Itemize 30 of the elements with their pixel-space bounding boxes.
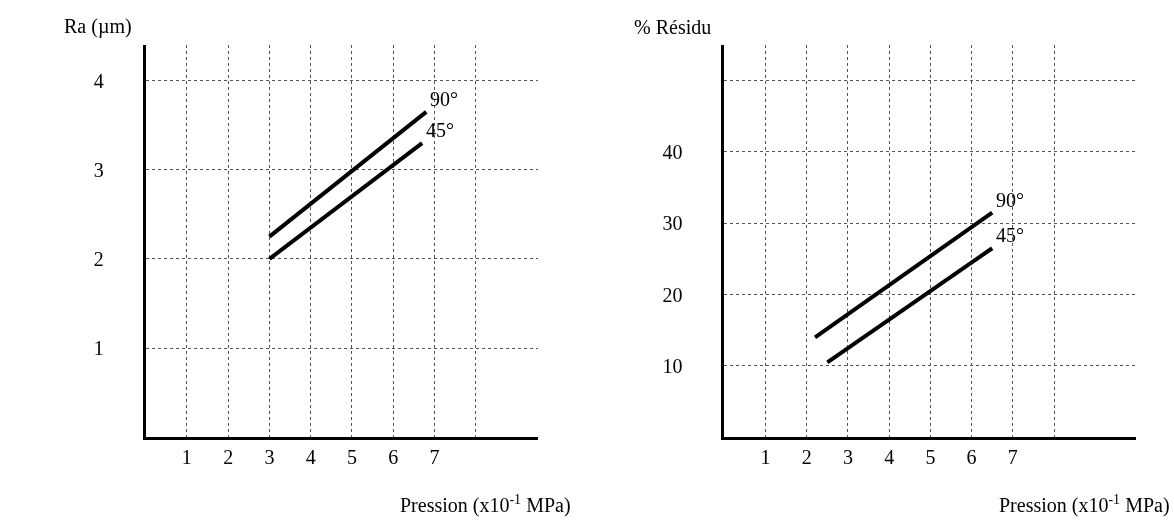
x-tick-label: 1 <box>181 445 192 468</box>
y-axis-title: Ra (µm) <box>64 15 132 38</box>
y-tick-label: 2 <box>93 247 104 270</box>
y-tick-label: 30 <box>662 212 683 235</box>
series-label: 45° <box>426 119 454 141</box>
y-tick-label: 20 <box>662 283 683 306</box>
series-label: 90° <box>430 88 458 110</box>
x-tick-label: 6 <box>966 445 977 468</box>
series-label: 45° <box>996 224 1024 246</box>
y-tick-label: 3 <box>93 158 104 181</box>
x-tick-label: 3 <box>264 445 275 468</box>
y-tick-label: 1 <box>93 337 104 360</box>
x-axis-title: Pression (x10$^{-1}$ MPa) <box>999 492 1170 518</box>
x-tick-label: 4 <box>305 445 316 468</box>
y-tick-label: 4 <box>93 69 104 92</box>
x-tick-label: 7 <box>429 445 440 468</box>
x-axis-title: Pression (x10$^{-1}$ MPa) <box>400 492 571 518</box>
x-tick-label: 5 <box>346 445 357 468</box>
x-tick-label: 5 <box>925 445 936 468</box>
y-tick-label: 40 <box>662 140 683 163</box>
x-tick-label: 7 <box>1007 445 1018 468</box>
x-tick-label: 2 <box>801 445 812 468</box>
x-tick-label: 2 <box>223 445 234 468</box>
x-tick-label: 4 <box>884 445 895 468</box>
x-tick-label: 1 <box>760 445 771 468</box>
x-tick-label: 3 <box>842 445 853 468</box>
y-axis-title: % Résidu <box>634 16 712 38</box>
y-tick-label: 10 <box>662 354 683 377</box>
series-label: 90° <box>996 189 1024 211</box>
x-tick-label: 6 <box>388 445 399 468</box>
